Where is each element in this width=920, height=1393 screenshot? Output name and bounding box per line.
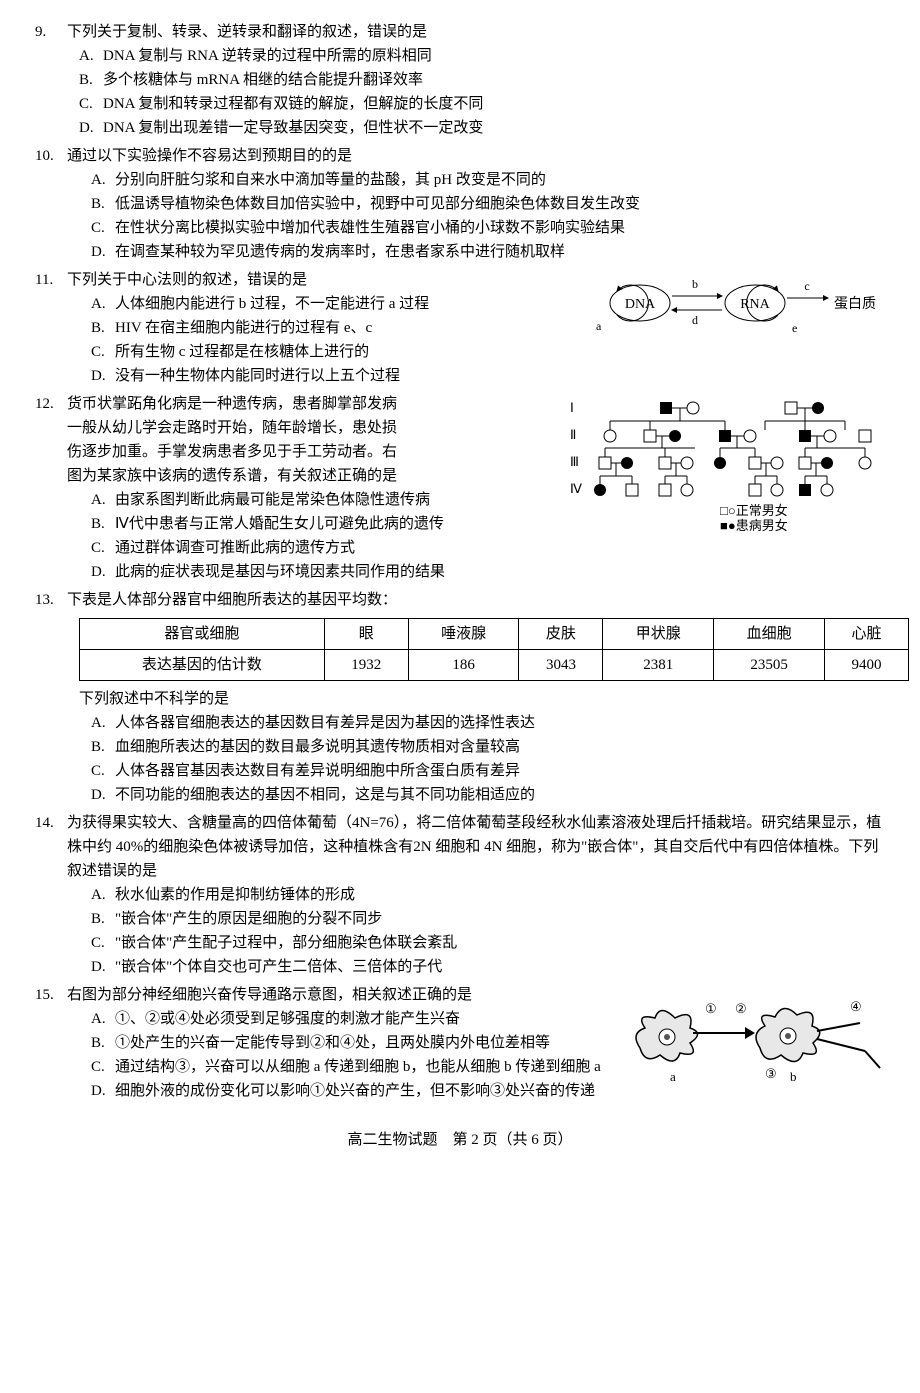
q9-text: 下列关于复制、转录、逆转录和翻译的叙述，错误的是 (67, 20, 885, 44)
question-9: 9. 下列关于复制、转录、逆转录和翻译的叙述，错误的是 A.DNA 复制与 RN… (35, 20, 885, 140)
q11-opt-b: B.HIV 在宿主细胞内能进行的过程有 e、c (91, 316, 580, 340)
q9-opt-d: D.DNA 复制出现差错一定导致基因突变，但性状不一定改变 (79, 116, 885, 140)
q15-stem: 15. 右图为部分神经细胞兴奋传导通路示意图，相关叙述正确的是 (35, 983, 615, 1007)
question-14: 14. 为获得果实较大、含糖量高的四倍体葡萄（4N=76），将二倍体葡萄茎段经秋… (35, 811, 885, 979)
q14-opt-a: A.秋水仙素的作用是抑制纺锤体的形成 (91, 883, 885, 907)
question-13: 13. 下表是人体部分器官中细胞所表达的基因平均数： 器官或细胞 眼 唾液腺 皮… (35, 588, 885, 807)
svg-text:b: b (790, 1069, 797, 1084)
q13-stem: 13. 下表是人体部分器官中细胞所表达的基因平均数： (35, 588, 885, 612)
q9-options: A.DNA 复制与 RNA 逆转录的过程中所需的原料相同 B.多个核糖体与 mR… (35, 44, 885, 140)
page-footer: 高二生物试题 第 2 页（共 6 页） (35, 1128, 885, 1152)
table-row: 器官或细胞 眼 唾液腺 皮肤 甲状腺 血细胞 心脏 (80, 619, 909, 650)
q14-opt-b: B."嵌合体"产生的原因是细胞的分裂不同步 (91, 907, 885, 931)
q14-options: A.秋水仙素的作用是抑制纺锤体的形成 B."嵌合体"产生的原因是细胞的分裂不同步… (35, 883, 885, 979)
svg-text:e: e (792, 321, 797, 335)
q15-text: 右图为部分神经细胞兴奋传导通路示意图，相关叙述正确的是 (67, 983, 615, 1007)
central-dogma-diagram: DNA RNA 蛋白质 a b d c e (590, 268, 885, 338)
q10-text: 通过以下实验操作不容易达到预期目的的是 (67, 144, 885, 168)
svg-text:Ⅰ: Ⅰ (570, 400, 574, 415)
q11-text: 下列关于中心法则的叙述，错误的是 (67, 268, 580, 292)
q11-options: A.人体细胞内能进行 b 过程，不一定能进行 a 过程 B.HIV 在宿主细胞内… (35, 292, 580, 388)
q15-options: A.①、②或④处必须受到足够强度的刺激才能产生兴奋 B.①处产生的兴奋一定能传导… (35, 1007, 615, 1103)
q11-number: 11. (35, 268, 67, 292)
svg-text:c: c (804, 279, 809, 293)
question-12: 12. 货币状掌跖角化病是一种遗传病，患者脚掌部发病 一般从幼儿学会走路时开始，… (35, 392, 885, 584)
q12-opt-a: A.由家系图判断此病最可能是常染色体隐性遗传病 (91, 488, 555, 512)
q15-opt-d: D.细胞外液的成份变化可以影响①处兴奋的产生，但不影响③处兴奋的传递 (91, 1079, 615, 1103)
svg-text:②: ② (735, 1001, 747, 1016)
pedigree-diagram: Ⅰ Ⅱ Ⅲ Ⅳ (565, 397, 885, 532)
q11-opt-c: C.所有生物 c 过程都是在核糖体上进行的 (91, 340, 580, 364)
q13-table: 器官或细胞 眼 唾液腺 皮肤 甲状腺 血细胞 心脏 表达基因的估计数 1932 … (79, 618, 909, 681)
question-11: 11. 下列关于中心法则的叙述，错误的是 A.人体细胞内能进行 b 过程，不一定… (35, 268, 885, 388)
q14-opt-d: D."嵌合体"个体自交也可产生二倍体、三倍体的子代 (91, 955, 885, 979)
q10-number: 10. (35, 144, 67, 168)
q15-opt-a: A.①、②或④处必须受到足够强度的刺激才能产生兴奋 (91, 1007, 615, 1031)
svg-text:③: ③ (765, 1066, 777, 1081)
q10-opt-b: B.低温诱导植物染色体数目加倍实验中，视野中可见部分细胞染色体数目发生改变 (91, 192, 885, 216)
q10-opt-d: D.在调查某种较为罕见遗传病的发病率时，在患者家系中进行随机取样 (91, 240, 885, 264)
q9-opt-b: B.多个核糖体与 mRNA 相继的结合能提升翻译效率 (79, 68, 885, 92)
q9-number: 9. (35, 20, 67, 44)
svg-text:□○正常男女: □○正常男女 (720, 503, 788, 518)
q15-number: 15. (35, 983, 67, 1007)
svg-text:d: d (692, 313, 698, 327)
svg-text:b: b (692, 277, 698, 291)
q13-number: 13. (35, 588, 67, 612)
svg-text:④: ④ (850, 999, 862, 1014)
table-row: 表达基因的估计数 1932 186 3043 2381 23505 9400 (80, 650, 909, 681)
q10-opt-c: C.在性状分离比模拟实验中增加代表雄性生殖器官小桶的小球数不影响实验结果 (91, 216, 885, 240)
q9-stem: 9. 下列关于复制、转录、逆转录和翻译的叙述，错误的是 (35, 20, 885, 44)
svg-text:a: a (596, 319, 602, 333)
q12-opt-c: C.通过群体调查可推断此病的遗传方式 (91, 536, 555, 560)
q15-opt-c: C.通过结构③，兴奋可以从细胞 a 传递到细胞 b，也能从细胞 b 传递到细胞 … (91, 1055, 615, 1079)
q13-text: 下表是人体部分器官中细胞所表达的基因平均数： (67, 588, 885, 612)
svg-text:RNA: RNA (740, 297, 770, 312)
q11-stem: 11. 下列关于中心法则的叙述，错误的是 (35, 268, 580, 292)
q9-opt-c: C.DNA 复制和转录过程都有双链的解旋，但解旋的长度不同 (79, 92, 885, 116)
neuron-diagram: a ① ② b ③ ④ (625, 993, 885, 1088)
q12-opt-d: D.此病的症状表现是基因与环境因素共同作用的结果 (91, 560, 555, 584)
svg-text:Ⅳ: Ⅳ (570, 481, 582, 496)
q12-stem: 12. 货币状掌跖角化病是一种遗传病，患者脚掌部发病 一般从幼儿学会走路时开始，… (35, 392, 555, 488)
q14-text: 为获得果实较大、含糖量高的四倍体葡萄（4N=76），将二倍体葡萄茎段经秋水仙素溶… (67, 811, 885, 883)
svg-text:蛋白质: 蛋白质 (834, 296, 876, 312)
q14-number: 14. (35, 811, 67, 883)
q10-options: A.分别向肝脏匀浆和自来水中滴加等量的盐酸，其 pH 改变是不同的 B.低温诱导… (35, 168, 885, 264)
svg-text:Ⅲ: Ⅲ (570, 454, 579, 469)
svg-text:Ⅱ: Ⅱ (570, 427, 576, 442)
q13-opt-b: B.血细胞所表达的基因的数目最多说明其遗传物质相对含量较高 (91, 735, 885, 759)
q13-post: 下列叙述中不科学的是 (35, 687, 885, 711)
q10-opt-a: A.分别向肝脏匀浆和自来水中滴加等量的盐酸，其 pH 改变是不同的 (91, 168, 885, 192)
q13-options: A.人体各器官细胞表达的基因数目有差异是因为基因的选择性表达 B.血细胞所表达的… (35, 711, 885, 807)
q11-opt-a: A.人体细胞内能进行 b 过程，不一定能进行 a 过程 (91, 292, 580, 316)
question-15: 15. 右图为部分神经细胞兴奋传导通路示意图，相关叙述正确的是 A.①、②或④处… (35, 983, 885, 1103)
q10-stem: 10. 通过以下实验操作不容易达到预期目的的是 (35, 144, 885, 168)
svg-text:■●患病男女: ■●患病男女 (720, 518, 788, 532)
q12-text: 货币状掌跖角化病是一种遗传病，患者脚掌部发病 一般从幼儿学会走路时开始，随年龄增… (67, 392, 555, 488)
svg-text:①: ① (705, 1001, 717, 1016)
q12-opt-b: B.Ⅳ代中患者与正常人婚配生女儿可避免此病的遗传 (91, 512, 555, 536)
q15-opt-b: B.①处产生的兴奋一定能传导到②和④处，且两处膜内外电位差相等 (91, 1031, 615, 1055)
q9-opt-a: A.DNA 复制与 RNA 逆转录的过程中所需的原料相同 (79, 44, 885, 68)
q14-opt-c: C."嵌合体"产生配子过程中，部分细胞染色体联会紊乱 (91, 931, 885, 955)
question-10: 10. 通过以下实验操作不容易达到预期目的的是 A.分别向肝脏匀浆和自来水中滴加… (35, 144, 885, 264)
q13-opt-a: A.人体各器官细胞表达的基因数目有差异是因为基因的选择性表达 (91, 711, 885, 735)
q13-opt-c: C.人体各器官基因表达数目有差异说明细胞中所含蛋白质有差异 (91, 759, 885, 783)
q12-options: A.由家系图判断此病最可能是常染色体隐性遗传病 B.Ⅳ代中患者与正常人婚配生女儿… (35, 488, 555, 584)
svg-text:DNA: DNA (625, 297, 656, 312)
svg-text:a: a (670, 1069, 676, 1084)
q12-number: 12. (35, 392, 67, 488)
q14-stem: 14. 为获得果实较大、含糖量高的四倍体葡萄（4N=76），将二倍体葡萄茎段经秋… (35, 811, 885, 883)
q13-opt-d: D.不同功能的细胞表达的基因不相同，这是与其不同功能相适应的 (91, 783, 885, 807)
q11-opt-d: D.没有一种生物体内能同时进行以上五个过程 (91, 364, 580, 388)
